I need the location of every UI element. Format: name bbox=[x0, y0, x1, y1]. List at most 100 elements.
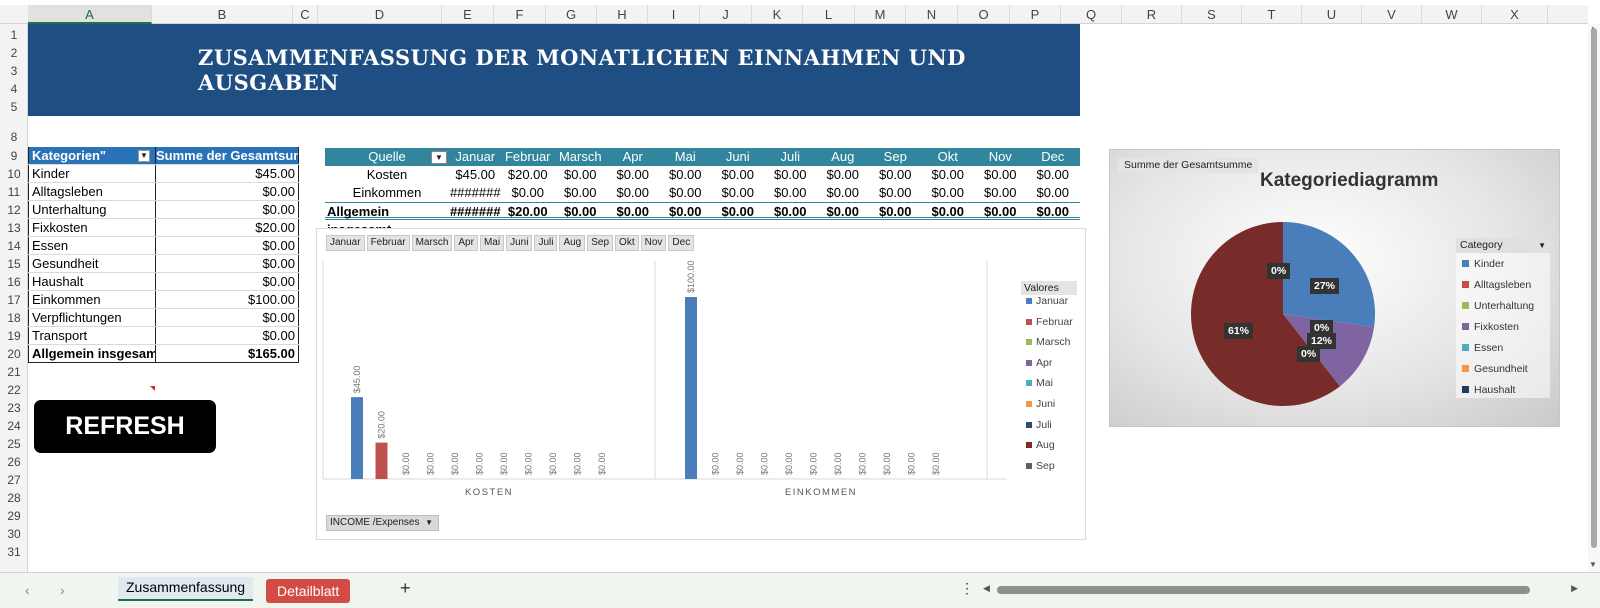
pivot-total-cell[interactable]: ####### bbox=[449, 204, 501, 217]
row-header-19[interactable]: 19 bbox=[7, 329, 21, 343]
category-cell[interactable]: Kinder bbox=[28, 165, 156, 182]
scroll-left-icon[interactable]: ◀ bbox=[983, 583, 990, 593]
row-header-29[interactable]: 29 bbox=[7, 509, 21, 523]
column-header-i[interactable]: I bbox=[648, 5, 700, 24]
vertical-scroll-thumb[interactable] bbox=[1591, 28, 1597, 548]
column-header-d[interactable]: D bbox=[318, 5, 442, 24]
row-header-10[interactable]: 10 bbox=[7, 167, 21, 181]
pivot-cell[interactable]: $0.00 bbox=[931, 185, 965, 200]
column-header-c[interactable]: C bbox=[293, 5, 318, 24]
pivot-cell[interactable]: Kosten bbox=[366, 167, 408, 182]
pivot-header-cell[interactable]: Juni bbox=[725, 149, 750, 164]
row-header-28[interactable]: 28 bbox=[7, 491, 21, 505]
category-cell[interactable]: Fixkosten bbox=[28, 219, 156, 236]
sum-cell[interactable]: $45.00 bbox=[156, 165, 299, 182]
pivot-header-cell[interactable]: Februar bbox=[504, 149, 551, 164]
slicer-nov[interactable]: Nov bbox=[640, 235, 667, 251]
column-header-g[interactable]: G bbox=[546, 5, 597, 24]
column-header-k[interactable]: K bbox=[752, 5, 803, 24]
bar-chart[interactable]: $45.00 $20.00 $0.00 $0.00 $0.00 $0.00 $0.00 $0.… bbox=[316, 228, 1086, 540]
column-header-w[interactable]: W bbox=[1422, 5, 1482, 24]
slicer-marsch[interactable]: Marsch bbox=[411, 235, 453, 251]
column-header-o[interactable]: O bbox=[958, 5, 1010, 24]
chevron-right-icon[interactable]: › bbox=[60, 582, 65, 598]
row-header-14[interactable]: 14 bbox=[7, 239, 21, 253]
pivot-cell[interactable]: Einkommen bbox=[352, 185, 422, 200]
row-header-9[interactable]: 9 bbox=[10, 149, 18, 163]
header-kategorien[interactable]: Kategorien" ▼ bbox=[28, 147, 156, 164]
row-header-2[interactable]: 2 bbox=[10, 46, 18, 60]
sum-cell[interactable]: $20.00 bbox=[156, 219, 299, 236]
category-cell[interactable]: Transport bbox=[28, 327, 156, 344]
pivot-header-cell[interactable]: Nov bbox=[988, 149, 1012, 164]
slicer-januar[interactable]: Januar bbox=[326, 235, 365, 251]
column-header-l[interactable]: L bbox=[803, 5, 855, 24]
pivot-total-cell[interactable]: $0.00 bbox=[983, 204, 1017, 217]
comment-indicator[interactable] bbox=[150, 386, 155, 391]
pivot-header-cell[interactable]: Apr bbox=[622, 149, 643, 164]
pivot-total-cell[interactable]: $20.00 bbox=[507, 204, 548, 217]
column-header-x[interactable]: X bbox=[1482, 5, 1548, 24]
row-header-30[interactable]: 30 bbox=[7, 527, 21, 541]
refresh-button[interactable]: REFRESH bbox=[34, 400, 216, 453]
row-header-20[interactable]: 20 bbox=[7, 347, 21, 361]
pivot-header-cell[interactable]: Sep bbox=[883, 149, 907, 164]
row-header-4[interactable]: 4 bbox=[10, 82, 18, 96]
row-header-27[interactable]: 27 bbox=[7, 473, 21, 487]
category-cell[interactable]: Einkommen bbox=[28, 291, 156, 308]
sum-cell[interactable]: $0.00 bbox=[156, 201, 299, 218]
row-header-5[interactable]: 5 bbox=[10, 100, 18, 114]
column-header-p[interactable]: P bbox=[1010, 5, 1061, 24]
row-header-15[interactable]: 15 bbox=[7, 257, 21, 271]
row-header-22[interactable]: 22 bbox=[7, 383, 21, 397]
category-cell[interactable]: Haushalt bbox=[28, 273, 156, 290]
sum-cell[interactable]: $0.00 bbox=[156, 237, 299, 254]
pivot-cell[interactable]: $0.00 bbox=[511, 185, 545, 200]
pivot-cell[interactable]: $0.00 bbox=[1036, 167, 1070, 182]
filter-dropdown-icon[interactable]: ▼ bbox=[138, 150, 150, 162]
pivot-cell[interactable]: $0.00 bbox=[721, 167, 755, 182]
pivot-cell[interactable]: $0.00 bbox=[668, 185, 702, 200]
pivot-cell[interactable]: $0.00 bbox=[773, 185, 807, 200]
total-sum-cell[interactable]: $165.00 bbox=[156, 345, 299, 362]
slicer-apr[interactable]: Apr bbox=[454, 235, 478, 251]
column-header-r[interactable]: R bbox=[1122, 5, 1182, 24]
slicer-aug[interactable]: Aug bbox=[559, 235, 586, 251]
sum-cell[interactable]: $0.00 bbox=[156, 183, 299, 200]
column-header-u[interactable]: U bbox=[1302, 5, 1362, 24]
slicer-okt[interactable]: Okt bbox=[615, 235, 639, 251]
more-options-icon[interactable]: ⋮ bbox=[960, 580, 974, 596]
row-header-3[interactable]: 3 bbox=[10, 64, 18, 78]
row-header-17[interactable]: 17 bbox=[7, 293, 21, 307]
column-header-e[interactable]: E bbox=[442, 5, 494, 24]
pivot-total-cell[interactable]: Allgemein insgesamt bbox=[327, 204, 391, 237]
pivot-cell[interactable]: $0.00 bbox=[878, 167, 912, 182]
column-header-v[interactable]: V bbox=[1362, 5, 1422, 24]
pivot-total-cell[interactable]: $0.00 bbox=[721, 204, 755, 217]
pivot-header-cell[interactable]: Marsch bbox=[558, 149, 602, 164]
pivot-cell[interactable]: $0.00 bbox=[983, 185, 1017, 200]
row-header-18[interactable]: 18 bbox=[7, 311, 21, 325]
tab-detailblatt[interactable]: Detailblatt bbox=[266, 579, 351, 603]
row-header-13[interactable]: 13 bbox=[7, 221, 21, 235]
pivot-cell[interactable]: $0.00 bbox=[563, 185, 597, 200]
pivot-header-cell[interactable]: Januar bbox=[455, 149, 496, 164]
filter-sort-icon[interactable]: ▼ bbox=[431, 151, 447, 164]
row-header-23[interactable]: 23 bbox=[7, 401, 21, 415]
pivot-cell[interactable]: $0.00 bbox=[616, 185, 650, 200]
pivot-cell[interactable]: $0.00 bbox=[1036, 185, 1070, 200]
category-cell[interactable]: Essen bbox=[28, 237, 156, 254]
category-legend-header[interactable]: Category ▼ bbox=[1456, 238, 1550, 253]
slicer-mai[interactable]: Mai bbox=[479, 235, 505, 251]
pivot-total-cell[interactable]: $0.00 bbox=[773, 204, 807, 217]
slicer-dec[interactable]: Dec bbox=[668, 235, 695, 251]
bar-legend-title[interactable]: Valores bbox=[1021, 281, 1077, 295]
pivot-cell[interactable]: $20.00 bbox=[507, 167, 548, 182]
vertical-scrollbar[interactable]: ▲ ▼ bbox=[1588, 24, 1600, 572]
row-header-25[interactable]: 25 bbox=[7, 437, 21, 451]
pivot-cell[interactable]: $0.00 bbox=[878, 185, 912, 200]
total-label-cell[interactable]: Allgemein insgesamt bbox=[28, 345, 156, 362]
pivot-cell[interactable]: $45.00 bbox=[455, 167, 496, 182]
horizontal-scrollbar[interactable]: ◀ ▶ bbox=[983, 583, 1578, 595]
row-header-8[interactable]: 8 bbox=[10, 130, 18, 144]
